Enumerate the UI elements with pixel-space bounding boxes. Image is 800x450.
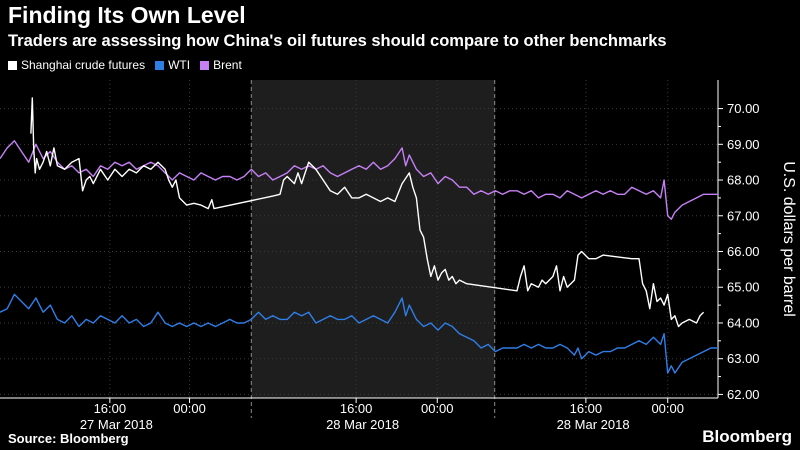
series-line-shanghai bbox=[30, 97, 705, 328]
y-tick-label: 66.00 bbox=[727, 244, 760, 259]
x-date-label: 28 Mar 2018 bbox=[557, 417, 630, 432]
legend-swatch-brent bbox=[200, 60, 210, 70]
chart-legend: Shanghai crude futures WTI Brent bbox=[8, 58, 252, 72]
y-tick-label: 67.00 bbox=[727, 208, 760, 223]
x-tick-label: 16:00 bbox=[570, 401, 603, 416]
y-tick-label: 63.00 bbox=[727, 351, 760, 366]
chart-title: Finding Its Own Level bbox=[8, 2, 246, 28]
legend-item-shanghai: Shanghai crude futures bbox=[8, 58, 145, 72]
x-date-label: 27 Mar 2018 bbox=[80, 417, 153, 432]
y-tick-label: 64.00 bbox=[727, 315, 760, 330]
x-tick-label: 16:00 bbox=[94, 401, 127, 416]
footer-source: Source: Bloomberg bbox=[8, 431, 129, 446]
y-axis-label: U.S. dollars per barrel bbox=[780, 161, 797, 317]
legend-label-wti: WTI bbox=[168, 58, 191, 72]
x-tick-label: 00:00 bbox=[173, 401, 206, 416]
y-tick-label: 62.00 bbox=[727, 387, 760, 402]
y-tick-label: 70.00 bbox=[727, 101, 760, 116]
legend-label-shanghai: Shanghai crude futures bbox=[21, 58, 146, 72]
legend-item-wti: WTI bbox=[155, 58, 190, 72]
x-tick-label: 16:00 bbox=[340, 401, 373, 416]
series-line-wti bbox=[0, 293, 718, 374]
legend-swatch-shanghai bbox=[8, 60, 17, 70]
y-tick-label: 68.00 bbox=[727, 173, 760, 188]
x-tick-label: 00:00 bbox=[421, 401, 454, 416]
chart-subtitle: Traders are assessing how China's oil fu… bbox=[8, 32, 667, 50]
bloomberg-logo: Bloomberg bbox=[702, 427, 792, 446]
y-tick-label: 69.00 bbox=[727, 137, 760, 152]
legend-item-brent: Brent bbox=[200, 58, 242, 72]
legend-swatch-wti bbox=[155, 60, 165, 70]
series-line-brent bbox=[0, 140, 718, 220]
x-date-label: 28 Mar 2018 bbox=[326, 417, 399, 432]
y-tick-label: 65.00 bbox=[727, 280, 760, 295]
legend-label-brent: Brent bbox=[213, 58, 242, 72]
x-tick-label: 00:00 bbox=[651, 401, 684, 416]
shaded-session-region bbox=[251, 80, 495, 398]
